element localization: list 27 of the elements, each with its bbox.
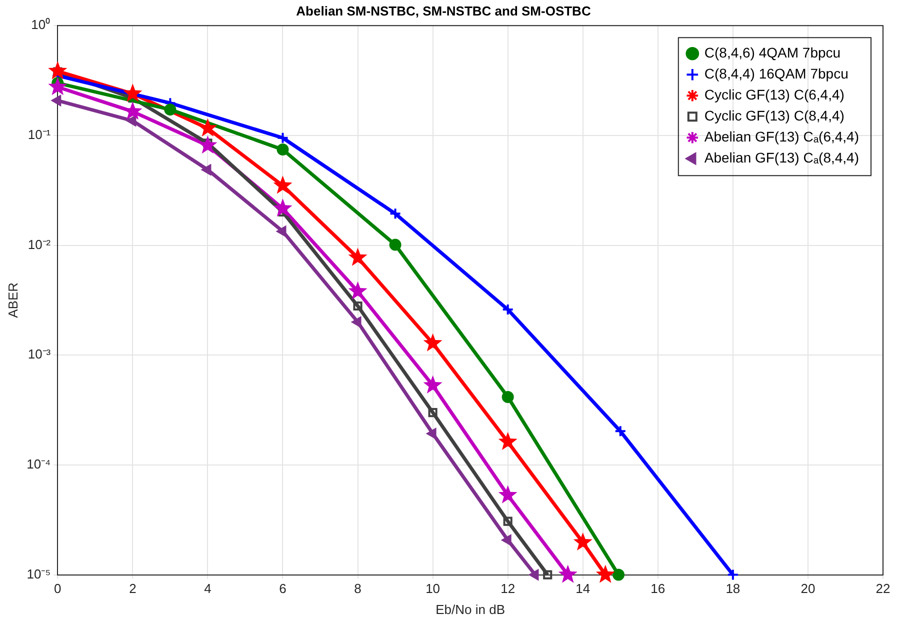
- legend-label: Abelian GF(13) Cₐ(6,4,4): [704, 128, 860, 144]
- x-tick-label: 14: [576, 581, 590, 596]
- x-tick-label: 20: [800, 581, 816, 596]
- x-tick-label: 4: [204, 581, 212, 596]
- y-tick-label: 10⁻⁵: [26, 566, 51, 582]
- y-tick-label: 10⁻¹: [28, 127, 52, 142]
- legend-label: Abelian GF(13) Cₐ(8,4,4): [704, 149, 860, 166]
- x-tick-label: 12: [500, 581, 516, 596]
- x-tick-label: 18: [726, 581, 740, 596]
- y-tick-label: 10⁻⁴: [26, 456, 51, 472]
- legend-label: Cyclic GF(13) C(8,4,4): [704, 107, 844, 124]
- y-tick-label: 10⁻³: [28, 346, 52, 362]
- chart-title: Abelian SM-NSTBC, SM-NSTBC and SM-OSTBC: [296, 3, 592, 18]
- x-tick-label: 0: [54, 581, 62, 596]
- x-tick-label: 8: [354, 581, 362, 596]
- y-tick-label: 10⁻²: [28, 236, 52, 252]
- x-tick-label: 16: [650, 581, 666, 596]
- legend-label: Cyclic GF(13) C(6,4,4): [704, 86, 844, 102]
- y-axis-title: ABER: [5, 282, 20, 318]
- legend-label: C(8,4,6) 4QAM 7bpcu: [704, 44, 841, 60]
- x-tick-label: 2: [129, 581, 136, 596]
- x-tick-label: 10: [426, 581, 440, 596]
- x-tick-label: 22: [876, 581, 890, 596]
- legend-label: C(8,4,4) 16QAM 7bpcu: [704, 65, 848, 82]
- y-tick-label: 10⁰: [31, 17, 51, 32]
- x-tick-label: 6: [279, 581, 286, 596]
- x-axis-title: Eb/No in dB: [436, 602, 506, 617]
